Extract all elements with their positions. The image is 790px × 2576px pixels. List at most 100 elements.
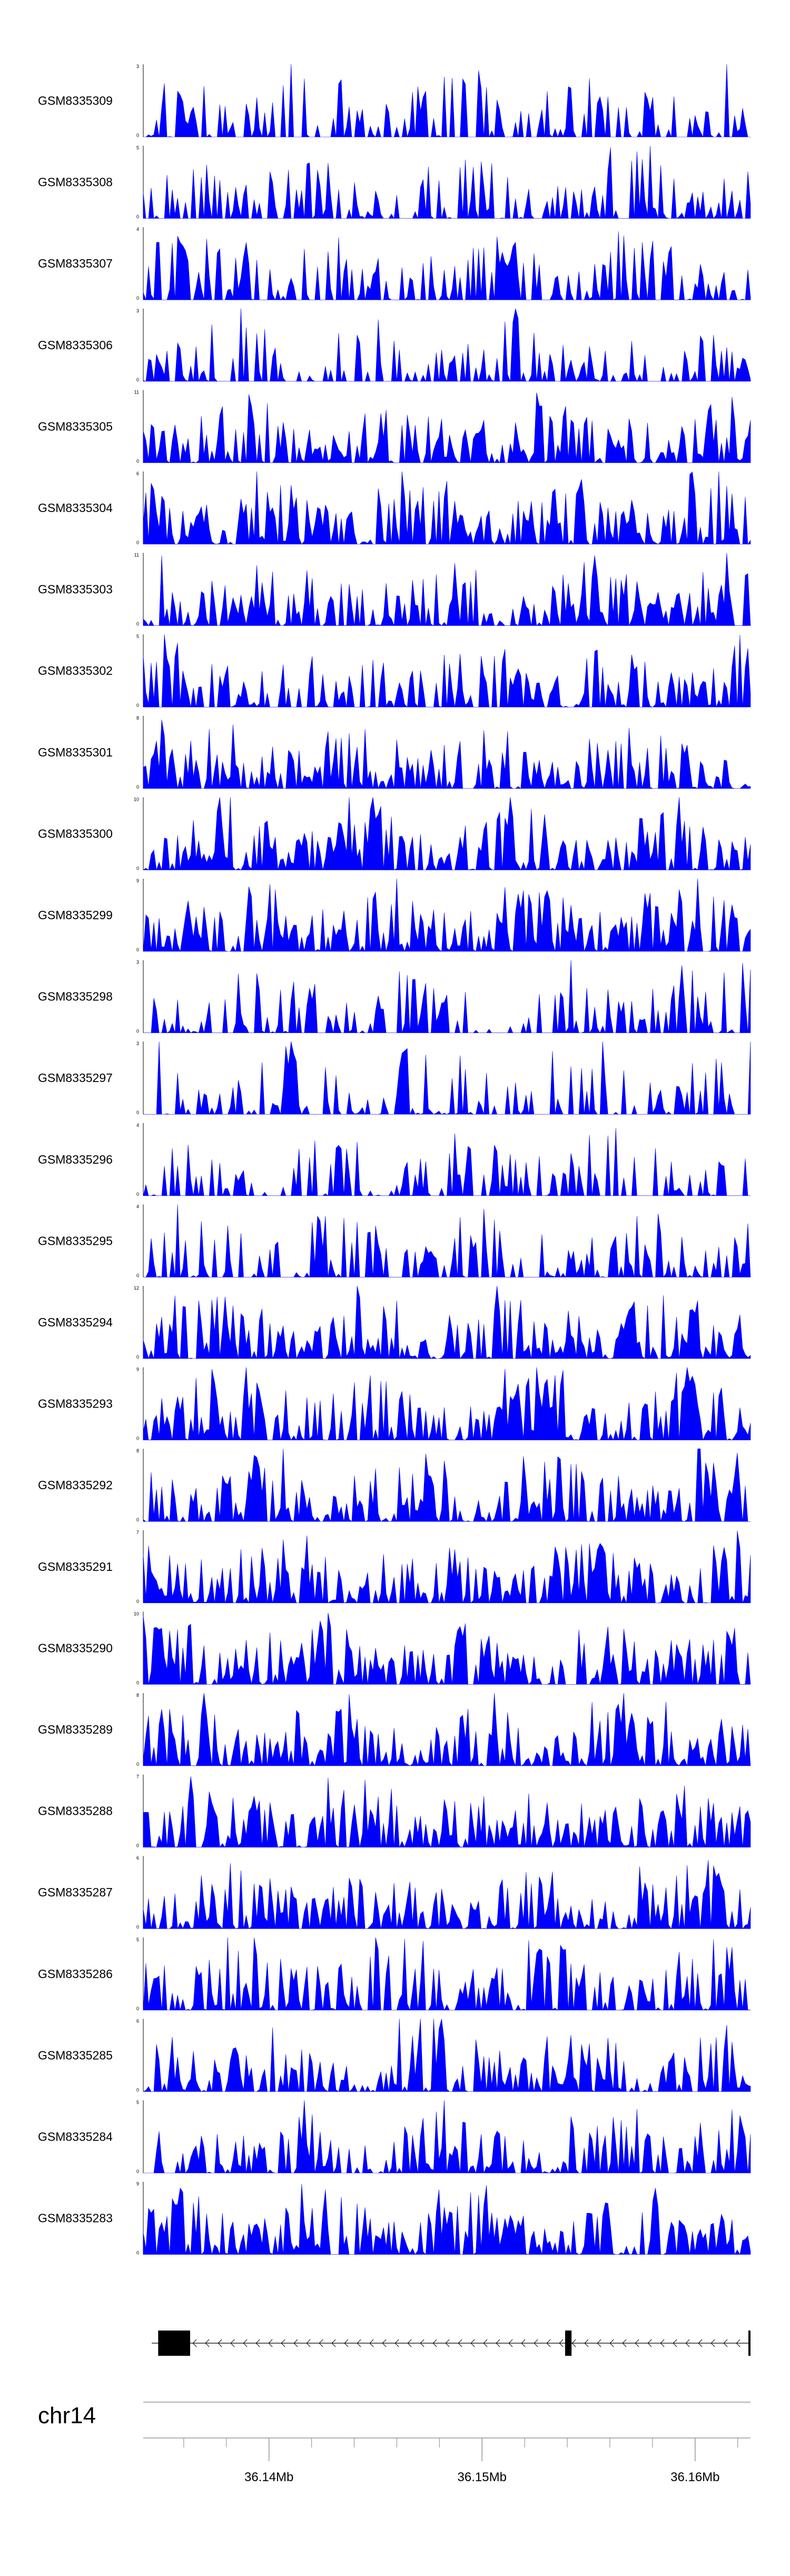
track-GSM8335297: GSM8335297 3 0 — [38, 1041, 751, 1115]
track-GSM8335309: GSM8335309 3 0 — [38, 64, 750, 138]
track-label: GSM8335286 — [38, 1967, 113, 1981]
strand-arrow — [458, 2339, 462, 2347]
strand-arrow — [559, 2339, 564, 2347]
track-ymax-label: 8 — [136, 1693, 139, 1698]
strand-arrow — [357, 2339, 361, 2347]
track-ymax-label: 9 — [136, 2181, 139, 2187]
genome-axis: 36.14Mb 36.15Mb 36.16Mb — [143, 2402, 750, 2484]
axis-tick-label: 36.16Mb — [670, 2470, 719, 2484]
track-ymin-label: 0 — [136, 2087, 139, 2092]
track-ymin-label: 0 — [136, 1273, 139, 1278]
coverage-area — [143, 1367, 751, 1441]
track-ymin-label: 0 — [136, 1599, 139, 1604]
strand-arrow — [647, 2339, 652, 2347]
coverage-area — [143, 553, 751, 626]
coverage-area — [143, 797, 751, 871]
track-ymin-label: 0 — [136, 866, 139, 871]
track-ymax-label: 5 — [136, 145, 139, 151]
coverage-area — [143, 392, 751, 464]
track-ymin-label: 0 — [136, 1843, 139, 1849]
track-GSM8335291: GSM8335291 7 0 — [38, 1530, 751, 1604]
strand-arrow — [319, 2339, 323, 2347]
track-ymax-label: 3 — [136, 308, 139, 313]
strand-arrow — [723, 2339, 728, 2347]
track-label: GSM8335291 — [38, 1560, 113, 1574]
track-ymin-label: 0 — [136, 2250, 139, 2256]
track-GSM8335285: GSM8335285 6 0 — [38, 2018, 751, 2092]
track-ymax-label: 5 — [136, 2100, 139, 2105]
track-ymin-label: 0 — [136, 1762, 139, 1767]
coverage-area — [143, 878, 751, 952]
track-ymin-label: 0 — [136, 1029, 139, 1034]
track-ymax-label: 3 — [136, 1041, 139, 1046]
track-ymin-label: 0 — [136, 1110, 139, 1115]
coverage-area — [143, 1937, 751, 2011]
track-label: GSM8335287 — [38, 1885, 113, 1899]
track-label: GSM8335299 — [38, 908, 113, 922]
track-label: GSM8335309 — [38, 94, 113, 107]
strand-arrow — [382, 2339, 387, 2347]
track-ymax-label: 10 — [134, 797, 139, 802]
track-GSM8335307: GSM8335307 4 0 — [38, 227, 751, 301]
track-ymin-label: 0 — [136, 784, 139, 790]
track-label: GSM8335295 — [38, 1234, 113, 1247]
strand-arrow — [571, 2339, 576, 2347]
track-ymin-label: 0 — [136, 214, 139, 220]
strand-arrow — [192, 2339, 197, 2347]
track-label: GSM8335285 — [38, 2048, 113, 2062]
track-label: GSM8335303 — [38, 583, 113, 596]
track-ymax-label: 6 — [136, 471, 139, 476]
track-ymin-label: 0 — [136, 2006, 139, 2011]
strand-arrow — [230, 2339, 235, 2347]
track-ymax-label: 4 — [136, 1204, 139, 1209]
track-label: GSM8335283 — [38, 2211, 113, 2225]
strand-arrow — [584, 2339, 589, 2347]
track-label: GSM8335302 — [38, 664, 113, 677]
strand-arrow — [710, 2339, 715, 2347]
strand-arrow — [597, 2339, 601, 2347]
track-GSM8335288: GSM8335288 7 0 — [38, 1774, 751, 1849]
track-ymax-label: 9 — [136, 878, 139, 883]
track-label: GSM8335284 — [38, 2130, 113, 2144]
coverage-area — [143, 1041, 751, 1115]
track-GSM8335289: GSM8335289 8 0 — [38, 1693, 751, 1767]
track-ymax-label: 7 — [136, 1530, 139, 1535]
track-label: GSM8335293 — [38, 1397, 113, 1411]
track-label: GSM8335307 — [38, 257, 113, 270]
track-ymax-label: 6 — [136, 1855, 139, 1861]
track-label: GSM8335300 — [38, 827, 113, 840]
strand-arrow — [407, 2339, 412, 2347]
track-label: GSM8335288 — [38, 1804, 113, 1818]
strand-arrow — [635, 2339, 639, 2347]
strand-arrow — [698, 2339, 703, 2347]
coverage-area — [143, 1285, 751, 1359]
track-label: GSM8335296 — [38, 1153, 113, 1166]
track-ymin-label: 0 — [136, 296, 139, 301]
track-ymin-label: 0 — [136, 540, 139, 545]
strand-arrow — [609, 2339, 614, 2347]
track-ymin-label: 0 — [136, 947, 139, 952]
axis-tick-label: 36.15Mb — [458, 2470, 507, 2484]
track-GSM8335287: GSM8335287 6 0 — [38, 1855, 751, 1930]
track-GSM8335296: GSM8335296 4 0 — [38, 1123, 750, 1197]
track-ymin-label: 0 — [136, 377, 139, 382]
coverage-area — [143, 2184, 751, 2255]
strand-arrow — [622, 2339, 627, 2347]
strand-arrow — [281, 2339, 285, 2347]
track-GSM8335308: GSM8335308 5 0 — [38, 145, 751, 220]
signal-tracks: GSM833530930GSM833530850GSM833530740GSM8… — [38, 64, 751, 2256]
strand-arrow — [243, 2339, 248, 2347]
coverage-area — [143, 1204, 751, 1278]
gene-exon — [158, 2331, 191, 2356]
track-ymax-label: 11 — [134, 553, 139, 558]
strand-arrow — [218, 2339, 222, 2347]
track-ymax-label: 12 — [134, 1285, 139, 1291]
track-ymax-label: 4 — [136, 1123, 139, 1128]
strand-arrow — [420, 2339, 424, 2347]
strand-arrow — [394, 2339, 399, 2347]
strand-arrow — [306, 2339, 311, 2347]
track-label: GSM8335289 — [38, 1723, 113, 1736]
coverage-area — [143, 1693, 751, 1767]
track-GSM8335290: GSM8335290 10 0 — [38, 1611, 751, 1685]
track-GSM8335293: GSM8335293 9 0 — [38, 1367, 751, 1441]
